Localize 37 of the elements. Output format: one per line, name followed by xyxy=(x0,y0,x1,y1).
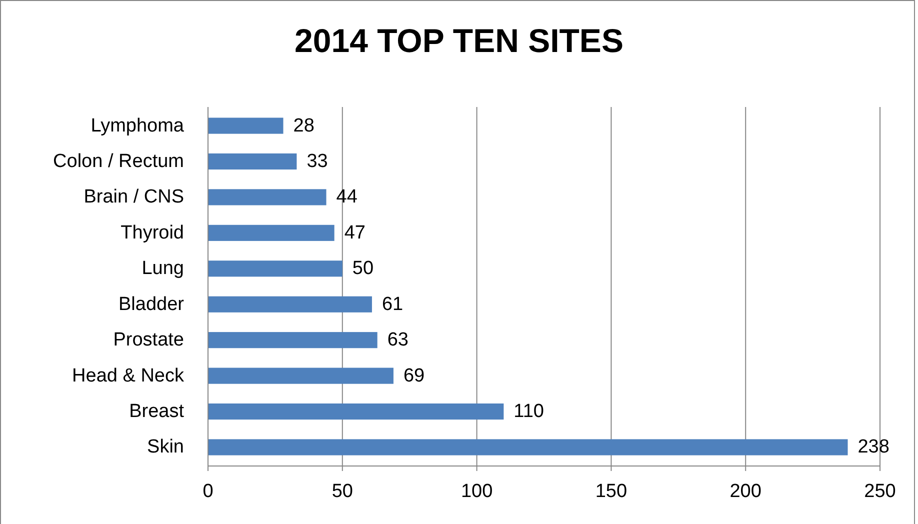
x-tick-label: 100 xyxy=(460,481,493,502)
bar xyxy=(208,153,297,170)
bar xyxy=(208,296,372,312)
data-label: 44 xyxy=(336,186,358,208)
data-label: 69 xyxy=(403,365,425,386)
y-tick-label: Lung xyxy=(142,258,184,280)
data-label: 47 xyxy=(344,222,366,244)
y-tick-label: Breast xyxy=(129,401,185,422)
data-label: 50 xyxy=(352,258,374,280)
bar xyxy=(208,332,378,348)
y-tick-label: Prostate xyxy=(113,330,184,351)
x-tick-label: 150 xyxy=(595,481,628,502)
bar xyxy=(208,368,394,384)
x-tick-label: 250 xyxy=(864,481,896,502)
x-tick-label: 200 xyxy=(730,481,762,502)
bar xyxy=(208,189,326,206)
bar xyxy=(208,260,342,277)
x-tick-label: 50 xyxy=(332,481,353,502)
y-tick-label: Brain / CNS xyxy=(84,186,184,208)
y-tick-label: Lymphoma xyxy=(90,115,184,136)
data-label: 33 xyxy=(306,150,328,172)
y-tick-label: Skin xyxy=(147,436,184,458)
data-label: 28 xyxy=(293,115,314,136)
bar xyxy=(208,118,284,134)
data-label: 63 xyxy=(387,330,408,351)
bar xyxy=(208,439,848,456)
y-tick-label: Thyroid xyxy=(120,222,184,244)
y-tick-label: Colon / Rectum xyxy=(53,150,184,172)
bar xyxy=(208,224,334,241)
data-label: 61 xyxy=(382,294,404,315)
y-tick-label: Bladder xyxy=(118,294,185,315)
bar xyxy=(208,403,504,420)
data-label: 110 xyxy=(514,401,544,422)
chart-title: 2014 TOP TEN SITES xyxy=(294,22,624,59)
data-label: 238 xyxy=(858,436,890,458)
y-tick-label: Head & Neck xyxy=(72,365,184,386)
x-tick-label: 0 xyxy=(202,481,214,502)
